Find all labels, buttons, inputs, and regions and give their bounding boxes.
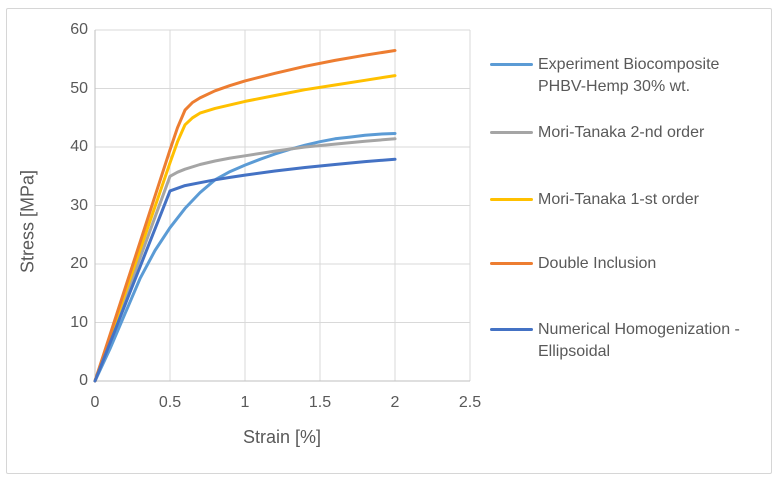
legend-item-label: Mori-Tanaka 2-nd order	[538, 124, 705, 141]
x-tick-label: 1.5	[308, 394, 332, 411]
chart-container	[6, 8, 772, 474]
y-tick-label: 40	[70, 138, 88, 155]
legend-item-label: Numerical Homogenization - Ellipsoidal	[538, 321, 740, 360]
legend-item: Double Inclusion	[490, 253, 656, 275]
x-tick-label: 0	[90, 394, 100, 411]
x-tick-label: 2.5	[458, 394, 482, 411]
legend-swatch-line	[490, 262, 533, 265]
legend-item-label: Experiment Biocomposite PHBV-Hemp 30% wt…	[538, 56, 720, 95]
y-tick-label: 60	[70, 21, 88, 38]
y-tick-label: 20	[70, 255, 88, 272]
y-axis-title: Stress [MPa]	[17, 169, 38, 274]
legend-item: Mori-Tanaka 1-st order	[490, 189, 699, 211]
legend-swatch-line	[490, 63, 533, 66]
legend-swatch-line	[490, 328, 533, 331]
x-axis-title: Strain [%]	[242, 427, 322, 447]
series-line	[93, 157, 397, 383]
legend-item: Mori-Tanaka 2-nd order	[490, 122, 704, 144]
series-line	[93, 137, 397, 383]
series-line	[93, 132, 397, 383]
legend-swatch-line	[490, 131, 533, 134]
y-tick-label: 0	[79, 372, 88, 389]
legend-item: Experiment Biocomposite PHBV-Hemp 30% wt…	[490, 54, 766, 98]
series-line	[93, 49, 397, 383]
x-tick-label: 0.5	[158, 394, 182, 411]
x-tick-label: 2	[390, 394, 400, 411]
y-tick-label: 50	[70, 79, 88, 97]
x-tick-label: 1	[240, 394, 250, 411]
y-tick-label: 30	[70, 196, 88, 214]
legend-swatch-line	[490, 198, 533, 201]
legend: Experiment Biocomposite PHBV-Hemp 30% wt…	[490, 0, 768, 482]
legend-item: Numerical Homogenization - Ellipsoidal	[490, 319, 766, 363]
y-tick-label: 10	[70, 313, 88, 331]
legend-item-label: Mori-Tanaka 1-st order	[538, 191, 699, 208]
legend-item-label: Double Inclusion	[538, 255, 657, 272]
series-line	[93, 74, 397, 383]
